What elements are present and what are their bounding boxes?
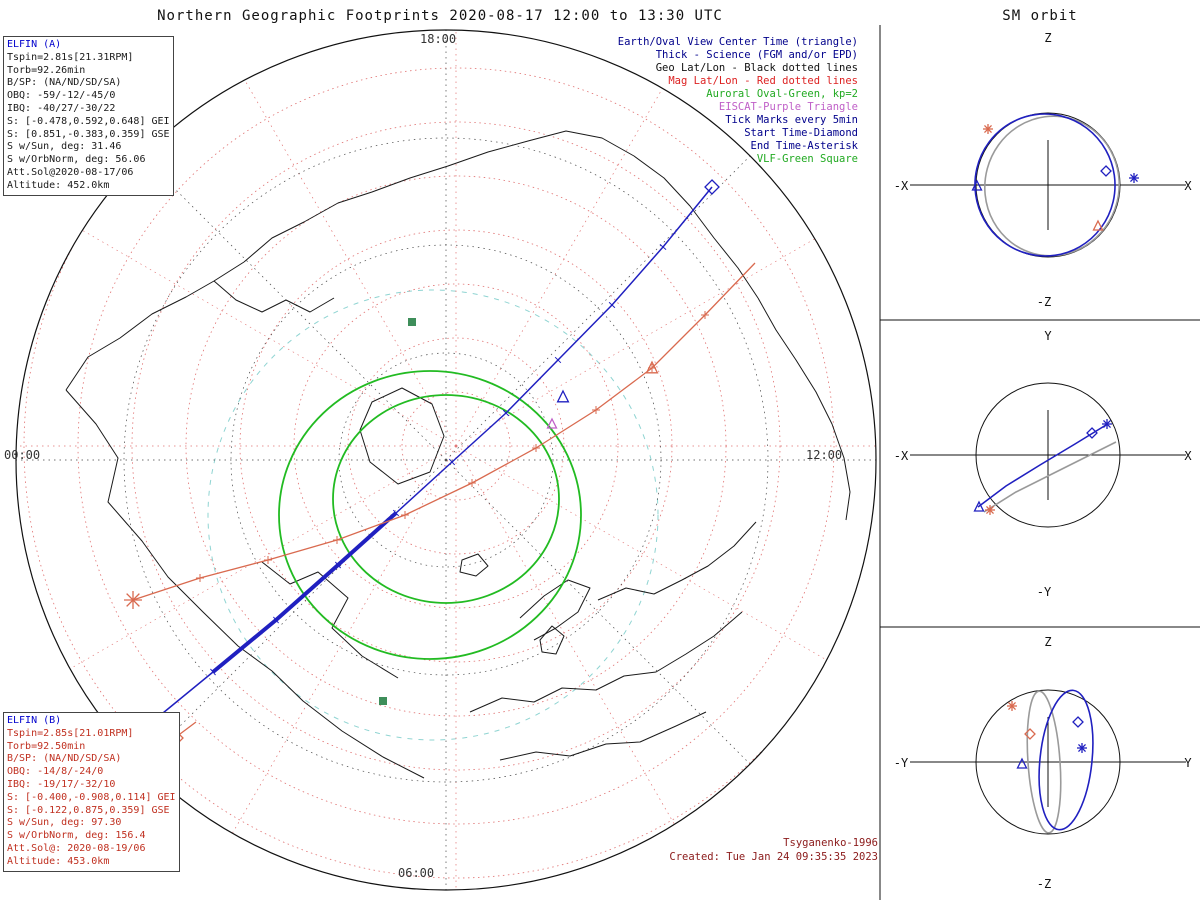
info-line: B/SP: (NA/ND/SD/SA) <box>7 753 122 765</box>
auroral-oval <box>332 394 560 604</box>
axis-label: -Z <box>1037 877 1051 891</box>
axis-label: -X <box>894 179 909 193</box>
info-line: OBQ: -59/-12/-45/0 <box>7 90 116 102</box>
satellite-label: ELFIN (A) <box>7 39 62 50</box>
elfin-b-info: ELFIN (B) Tspin=2.85s[21.01RPM] Torb=92.50… <box>3 712 180 872</box>
legend-line: Start Time-Diamond <box>744 127 858 139</box>
legend-line: Tick Marks every 5min <box>725 114 858 126</box>
info-line: Altitude: 453.0km <box>7 855 110 867</box>
axis-label: -Y <box>1037 585 1052 599</box>
sm-orbit-title: SM orbit <box>1002 8 1078 24</box>
axis-label: X <box>1184 449 1192 463</box>
legend-line: VLF-Green Square <box>756 153 858 165</box>
info-line: IBQ: -40/27/-30/22 <box>7 102 116 114</box>
axis-label: Z <box>1044 635 1051 649</box>
map-legend: Earth/Oval View Center Time (triangle) Th… <box>618 36 858 166</box>
plot-title: Northern Geographic Footprints 2020-08-1… <box>157 8 723 24</box>
legend-line: Mag Lat/Lon - Red dotted lines <box>668 75 858 87</box>
info-line: OBQ: -14/8/-24/0 <box>7 766 104 778</box>
axis-label: -Z <box>1037 295 1051 309</box>
info-line: Tspin=2.85s[21.01RPM] <box>7 727 134 739</box>
info-line: Torb=92.50min <box>7 740 86 752</box>
plot-footer: Tsyganenko-1996 Created: Tue Jan 24 09:3… <box>640 836 878 864</box>
legend-line: Auroral Oval-Green, kp=2 <box>706 88 858 100</box>
info-line: Att.Sol@2020-08-17/06 <box>7 166 134 178</box>
info-line: S: [-0.400,-0.908,0.114] GEI <box>7 791 176 803</box>
info-line: B/SP: (NA/ND/SD/SA) <box>7 77 122 89</box>
axis-label: -X <box>894 449 909 463</box>
info-line: IBQ: -19/17/-32/10 <box>7 778 116 790</box>
axis-label: X <box>1184 179 1192 193</box>
created-label: Created: Tue Jan 24 09:35:35 2023 <box>669 851 878 863</box>
axis-label: Y <box>1044 329 1052 343</box>
map-layers <box>16 30 876 890</box>
map-tracks <box>89 179 756 774</box>
map-graticule <box>16 30 876 890</box>
info-line: Torb=92.26min <box>7 64 86 76</box>
info-line: S: [-0.122,0.875,0.359] GSE <box>7 804 170 816</box>
satellite-label: ELFIN (B) <box>7 715 62 726</box>
auroral-oval <box>278 370 582 660</box>
map-boundary <box>15 29 877 891</box>
clock-label-0600: 06:00 <box>398 866 435 880</box>
info-line: Tspin=2.81s[21.31RPM] <box>7 51 134 63</box>
info-line: S: [-0.478,0.592,0.648] GEI <box>7 115 170 127</box>
clock-label-0000: 00:00 <box>4 448 41 462</box>
elfin-a-info: ELFIN (A) Tspin=2.81s[21.31RPM] Torb=92.26… <box>3 36 174 196</box>
info-line: Altitude: 452.0km <box>7 179 110 191</box>
info-line: S w/Sun, deg: 31.46 <box>7 141 122 153</box>
sm-orbit-panel-3 <box>910 689 1186 835</box>
legend-line: Geo Lat/Lon - Black dotted lines <box>655 62 858 74</box>
model-label: Tsyganenko-1996 <box>783 837 878 849</box>
axis-label: Y <box>1184 756 1192 770</box>
info-line: S w/OrbNorm, deg: 156.4 <box>7 830 146 842</box>
legend-line: End Time-Asterisk <box>750 140 858 152</box>
clock-label-1800: 18:00 <box>420 32 457 46</box>
clock-label-1200: 12:00 <box>806 448 843 462</box>
legend-line: EISCAT-Purple Triangle <box>718 101 858 113</box>
map-coastlines <box>65 130 851 779</box>
info-line: S: [0.851,-0.383,0.359] GSE <box>7 128 170 140</box>
axis-label: Z <box>1044 31 1051 45</box>
info-line: Att.Sol@: 2020-08-19/06 <box>7 842 146 854</box>
axis-label: -Y <box>894 756 909 770</box>
oval-equatorward-boundary <box>207 289 659 741</box>
legend-line: Earth/Oval View Center Time (triangle) <box>617 36 858 48</box>
info-line: S w/Sun, deg: 97.30 <box>7 817 122 829</box>
legend-line: Thick - Science (FGM and/or EPD) <box>655 49 858 61</box>
sm-orbit-panel-1 <box>910 112 1186 258</box>
info-line: S w/OrbNorm, deg: 56.06 <box>7 154 146 166</box>
sm-orbit-panel-2 <box>910 382 1186 528</box>
